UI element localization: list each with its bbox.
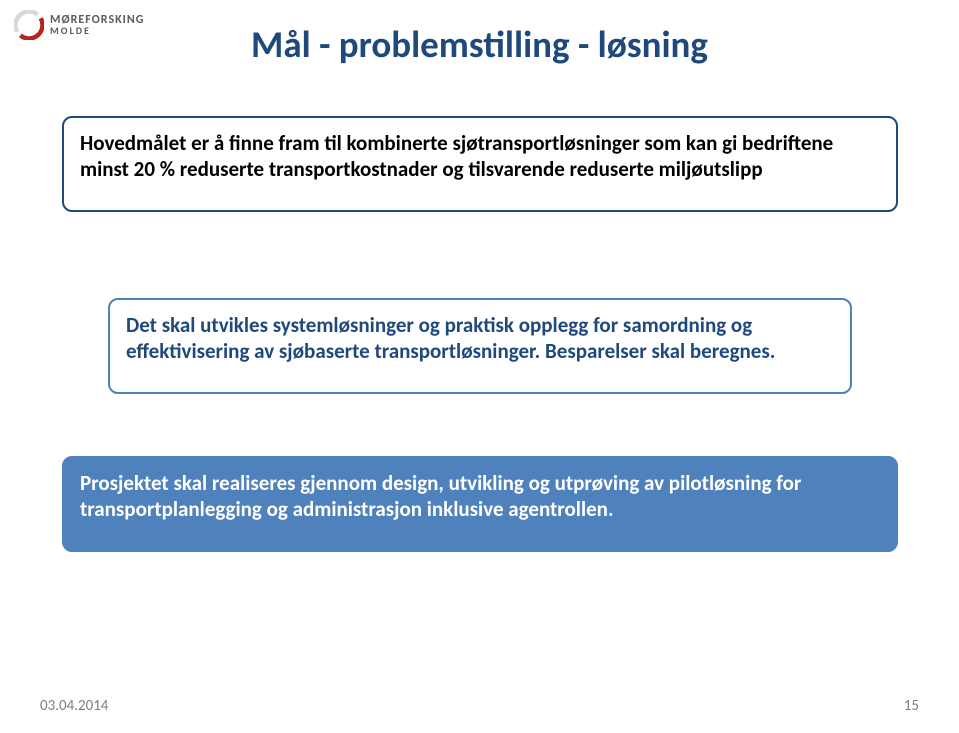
footer-page-number: 15	[904, 697, 919, 715]
solution-box-text: Prosjektet skal realiseres gjennom desig…	[80, 470, 801, 522]
solution-box: Prosjektet skal realiseres gjennom desig…	[62, 456, 898, 552]
page-title: Mål - problemstilling - løsning	[0, 22, 959, 67]
problem-box-text: Det skal utvikles systemløsninger og pra…	[126, 312, 775, 364]
problem-box: Det skal utvikles systemløsninger og pra…	[108, 298, 852, 394]
goal-box: Hovedmålet er å finne fram til kombinert…	[62, 116, 898, 212]
goal-box-text: Hovedmålet er å finne fram til kombinert…	[80, 130, 833, 182]
footer-date: 03.04.2014	[40, 697, 108, 715]
